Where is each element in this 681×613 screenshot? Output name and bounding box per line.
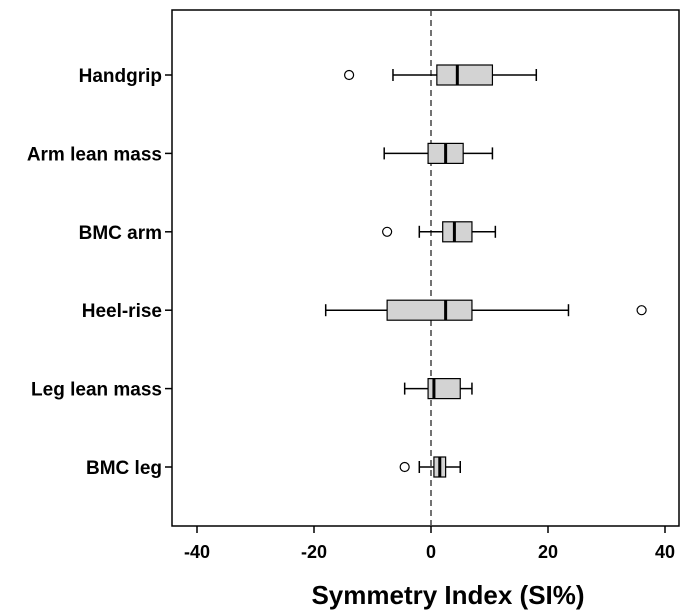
- iqr-box: [427, 378, 461, 400]
- x-axis-title: Symmetry Index (SI%): [311, 580, 584, 610]
- category-label: Leg lean mass: [31, 380, 162, 401]
- x-tick-label: -20: [301, 542, 327, 562]
- iqr-box: [442, 221, 473, 243]
- outlier-point: [382, 226, 393, 237]
- category-label: BMC leg: [86, 458, 162, 479]
- x-tick-label: 40: [655, 542, 675, 562]
- x-tick-label: 0: [426, 542, 436, 562]
- plot-area: -40 -20 0 20 40 Handgrip Arm lean mass BMC arm H…: [27, 9, 680, 562]
- category-label: Handgrip: [79, 66, 162, 87]
- x-tick-label: -40: [184, 542, 210, 562]
- outlier-point: [344, 69, 355, 81]
- category-label: BMC arm: [79, 223, 162, 244]
- outlier-point: [636, 305, 647, 316]
- iqr-box: [436, 64, 494, 86]
- iqr-box: [386, 299, 473, 321]
- plot-frame: [171, 9, 680, 527]
- category-label: Heel-rise: [82, 301, 162, 322]
- category-label: Arm lean mass: [27, 144, 162, 165]
- x-tick-label: 20: [538, 542, 558, 562]
- outlier-point: [399, 461, 410, 473]
